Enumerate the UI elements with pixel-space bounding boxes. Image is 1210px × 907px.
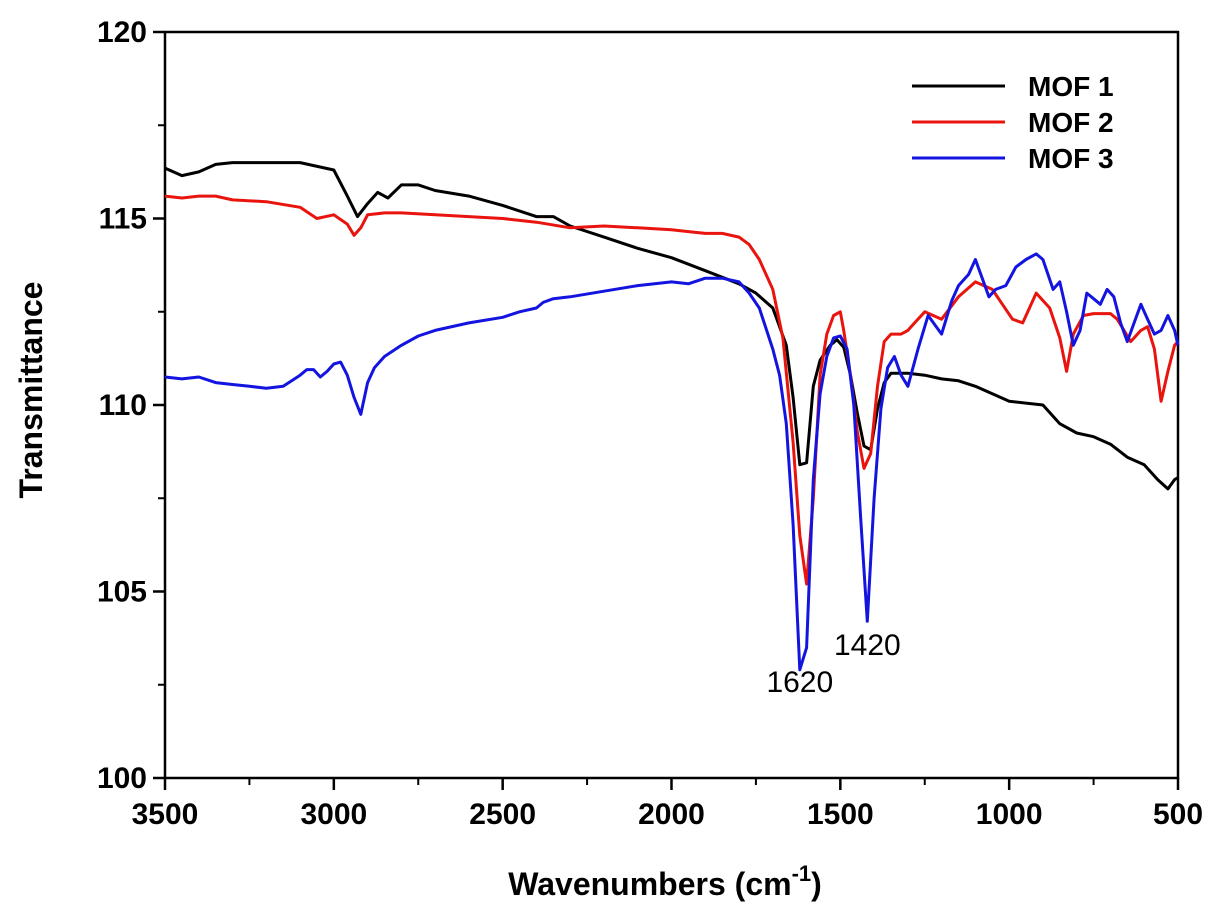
plot-area: 3500 3000 2500 2000 1500 1000 500 100 105 110 115 1… [97,16,1203,831]
x-axis-title-superscript: -1 [792,861,812,886]
y-tick-label: 105 [97,576,147,609]
x-tick-label: 2500 [469,798,536,831]
axis-ticks [153,30,1180,790]
x-tick-label: 1000 [976,798,1043,831]
y-tick-label: 100 [97,762,147,795]
x-tick-label: 1500 [807,798,874,831]
x-tick-label: 3500 [132,798,199,831]
x-axis-title-suffix: ) [811,866,822,902]
y-tick-label: 120 [97,16,147,49]
y-tick-label: 110 [99,389,147,422]
series-line-mof-1 [164,161,1179,491]
y-tick-label: 115 [99,203,147,236]
series-layer [164,161,1180,672]
plot-frame [163,30,1180,780]
y-axis-title: Transmittance [13,282,49,499]
x-axis-title-text: Wavenumbers (cm [508,866,791,902]
peak-label: 1420 [834,629,901,662]
legend: MOF 1 MOF 2 MOF 3 [912,71,1114,174]
x-tick-label: 3000 [300,798,367,831]
legend-label: MOF 2 [1028,107,1114,138]
peak-label: 1620 [766,666,833,699]
x-tick-label: 2000 [638,798,705,831]
legend-label: MOF 1 [1028,71,1114,102]
x-axis-title: Wavenumbers (cm-1) [508,861,822,902]
series-line-mof-2 [164,194,1180,586]
legend-label: MOF 3 [1028,143,1114,174]
tick-labels: 3500 3000 2500 2000 1500 1000 500 100 105 110 115 1… [97,16,1203,831]
series-line-mof-3 [164,252,1180,672]
x-tick-label: 500 [1153,798,1203,831]
